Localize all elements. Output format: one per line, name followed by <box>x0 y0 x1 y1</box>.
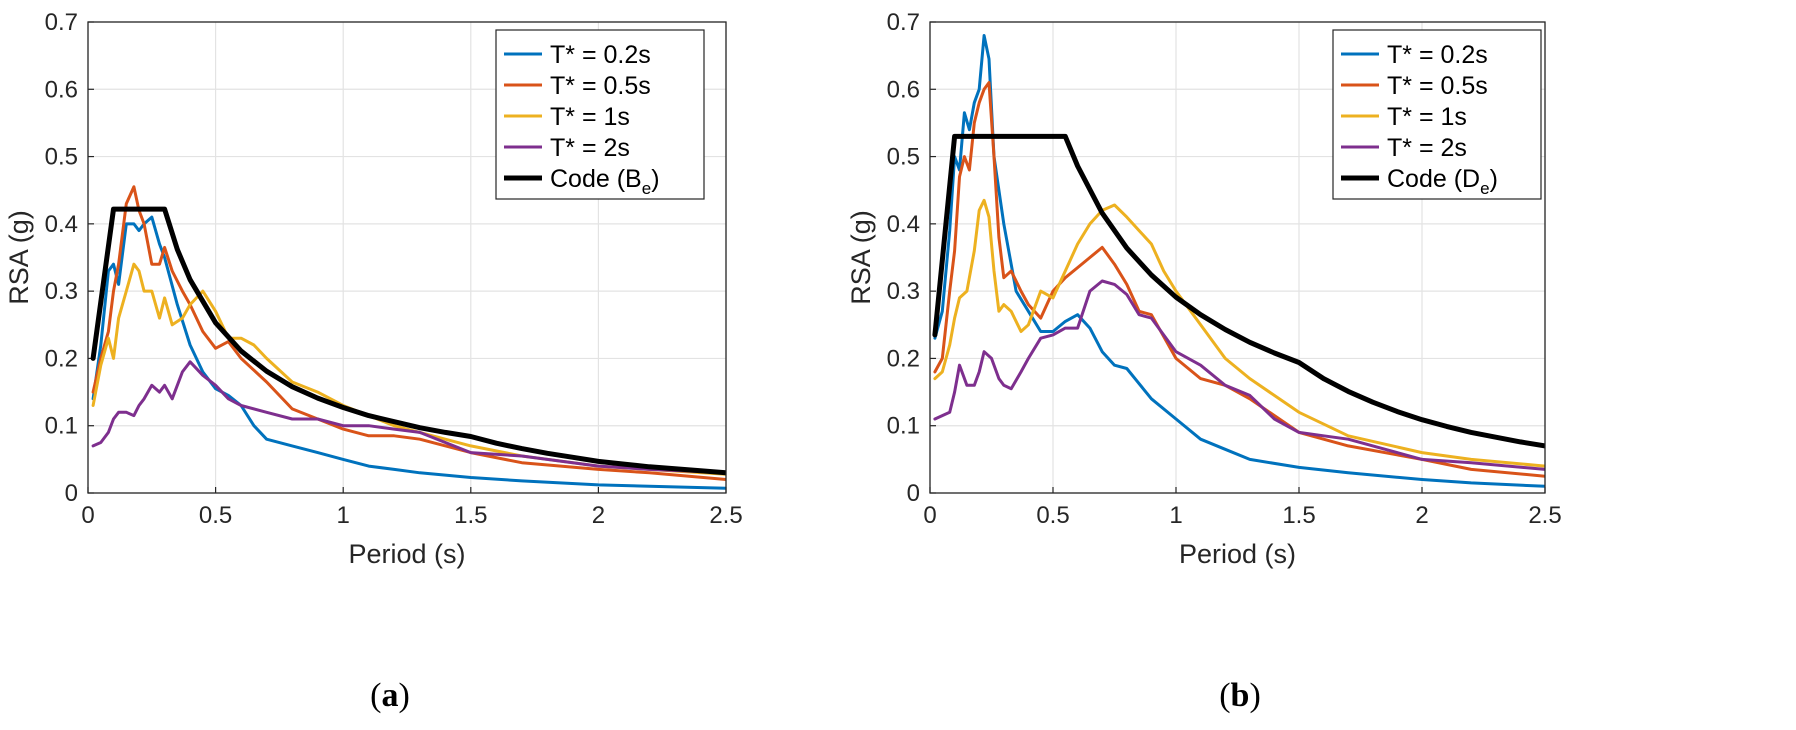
chart-panel-a: 0 0.5 1 1.5 2 2.5 0 0.1 0.2 0.3 0.4 0.5 0.6 0.7 Period… <box>4 9 743 714</box>
legend-label-base: Code (B <box>550 165 642 193</box>
y-tick-label: 0.5 <box>45 144 78 171</box>
chart-panel-b: 0 0.5 1 1.5 2 2.5 0 0.1 0.2 0.3 0.4 0.5 0.6 0.7 Period… <box>846 9 1562 714</box>
y-axis-label: RSA (g) <box>4 210 34 305</box>
x-tick-label: 2.5 <box>709 502 742 529</box>
legend-label: T* = 2s <box>550 134 630 162</box>
series-group <box>932 34 1545 488</box>
legend-label: Code (Be) <box>550 165 660 198</box>
legend: T* = 0.2s T* = 0.5s T* = 1s T* = 2s Code (Be… <box>495 29 705 200</box>
y-tick-label: 0.7 <box>45 9 78 36</box>
y-tick-label: 0.1 <box>45 413 78 440</box>
panel-label: (b) <box>1219 677 1261 714</box>
axes-box <box>929 21 1546 494</box>
legend-label-base: Code (D <box>1387 165 1480 193</box>
x-tick-label: 0.5 <box>1036 502 1069 529</box>
panel-letter: b <box>1231 677 1250 714</box>
y-tick-label: 0.4 <box>887 211 920 238</box>
y-tick-label: 0.6 <box>887 76 920 103</box>
x-tick-label: 2 <box>1415 502 1428 529</box>
y-tick-label: 0 <box>907 480 920 507</box>
x-axis-label: Period (s) <box>348 539 465 569</box>
series-line-t-0-2s <box>933 34 1545 488</box>
panel-label: (a) <box>370 677 410 714</box>
series-line-code-de <box>932 133 1545 449</box>
legend: T* = 0.2s T* = 0.5s T* = 1s T* = 2s Code (De… <box>1332 29 1542 200</box>
legend-label: T* = 0.2s <box>1387 41 1488 69</box>
x-tick-label: 1 <box>337 502 350 529</box>
y-tick-label: 0.1 <box>887 413 920 440</box>
legend-label: T* = 2s <box>1387 134 1467 162</box>
legend-label: Code (De) <box>1387 165 1498 198</box>
x-axis-label: Period (s) <box>1179 539 1296 569</box>
y-tick-label: 0.3 <box>887 278 920 305</box>
x-tick-label: 1 <box>1169 502 1182 529</box>
legend-label: T* = 1s <box>1387 103 1467 131</box>
series-line-t-0-2s <box>91 215 726 490</box>
y-tick-label: 0 <box>65 480 78 507</box>
y-tick-label: 0.7 <box>887 9 920 36</box>
y-tick-label: 0.2 <box>45 345 78 372</box>
x-tick-label: 0.5 <box>199 502 232 529</box>
x-tick-label: 0 <box>81 502 94 529</box>
series-line-t-0-5s <box>91 185 726 481</box>
y-axis-label: RSA (g) <box>846 210 876 305</box>
y-tick-label: 0.3 <box>45 278 78 305</box>
panel-letter: a <box>382 677 399 714</box>
y-tick-label: 0.2 <box>887 345 920 372</box>
x-tick-label: 1.5 <box>454 502 487 529</box>
legend-label: T* = 0.2s <box>550 41 651 69</box>
series-line-t-1s <box>933 198 1545 468</box>
y-tick-label: 0.5 <box>887 144 920 171</box>
series-line-code-be <box>90 206 726 476</box>
x-tick-label: 1.5 <box>1282 502 1315 529</box>
legend-label: T* = 0.5s <box>550 72 651 100</box>
x-tick-label: 2.5 <box>1528 502 1561 529</box>
legend-label-close: ) <box>651 165 659 193</box>
x-tick-label: 0 <box>923 502 936 529</box>
legend-label-subscript: e <box>642 179 651 198</box>
legend-label: T* = 1s <box>550 103 630 131</box>
axes-box <box>87 21 727 494</box>
y-tick-label: 0.4 <box>45 211 78 238</box>
x-tick-label: 2 <box>592 502 605 529</box>
legend-label: T* = 0.5s <box>1387 72 1488 100</box>
legend-label-subscript: e <box>1480 179 1489 198</box>
y-tick-label: 0.6 <box>45 76 78 103</box>
series-group <box>90 185 726 490</box>
series-line-t-2s <box>933 279 1545 471</box>
series-line-t-2s <box>91 360 726 475</box>
legend-label-close: ) <box>1490 165 1498 193</box>
